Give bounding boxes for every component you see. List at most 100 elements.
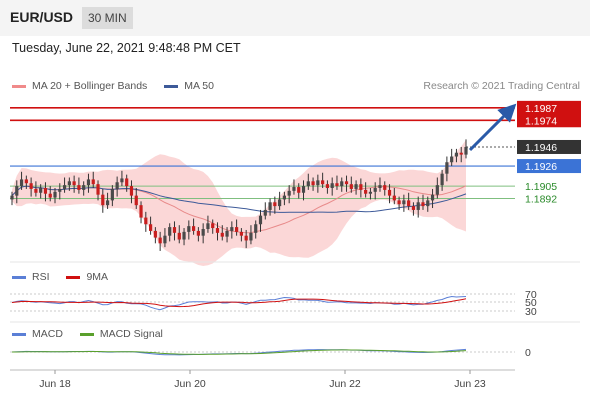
credit-text: Research © 2021 Trading Central bbox=[423, 80, 580, 92]
candle-body bbox=[139, 205, 143, 218]
price-label-box bbox=[517, 139, 581, 154]
price-levels bbox=[10, 107, 515, 199]
candle-body bbox=[192, 226, 196, 231]
macd-zero-label: 0 bbox=[525, 347, 531, 359]
candle-body bbox=[163, 235, 167, 244]
rsi-ma-line bbox=[11, 298, 467, 308]
candle-body bbox=[344, 181, 349, 185]
candle-body bbox=[39, 187, 43, 193]
candle-body bbox=[263, 209, 267, 216]
candle-body bbox=[402, 200, 406, 205]
candle-body bbox=[29, 183, 33, 189]
legend-ma50-label: MA 50 bbox=[184, 80, 214, 92]
x-tick-label: Jun 22 bbox=[329, 378, 361, 390]
candle-body bbox=[416, 202, 420, 210]
candle-body bbox=[115, 182, 119, 189]
candle-body bbox=[273, 202, 277, 207]
candle-body bbox=[325, 184, 330, 188]
candle-body bbox=[301, 186, 306, 193]
candle-body bbox=[201, 229, 205, 236]
candle-body bbox=[254, 224, 258, 233]
candle-body bbox=[230, 227, 234, 231]
candle-body bbox=[182, 231, 186, 240]
candle-body bbox=[249, 232, 253, 241]
price-label-text: 1.1926 bbox=[525, 161, 557, 173]
timeframe-badge[interactable]: 30 MIN bbox=[82, 7, 133, 29]
candle-body bbox=[297, 187, 301, 193]
candles bbox=[10, 139, 468, 251]
candle-body bbox=[187, 226, 191, 232]
candle-body bbox=[206, 223, 210, 230]
candle-body bbox=[168, 227, 172, 236]
candle-body bbox=[464, 146, 468, 155]
candle-body bbox=[454, 152, 459, 157]
moving-averages bbox=[11, 185, 467, 234]
legend-main: MA 20 + Bollinger Bands MA 50 bbox=[12, 80, 214, 92]
candle-body bbox=[354, 184, 358, 189]
candle-body bbox=[440, 173, 444, 186]
candle-body bbox=[278, 199, 282, 207]
candle-body bbox=[43, 187, 48, 194]
candle-body bbox=[153, 230, 157, 238]
macd-signal-swatch bbox=[79, 332, 94, 336]
candle-body bbox=[282, 195, 286, 200]
candle-body bbox=[383, 185, 387, 190]
candle-body bbox=[364, 189, 368, 194]
candle-body bbox=[258, 215, 263, 225]
candle-body bbox=[349, 184, 353, 189]
candle-body bbox=[378, 185, 382, 188]
candle-body bbox=[268, 202, 272, 210]
legend-macd-signal-label: MACD Signal bbox=[99, 328, 163, 340]
legend-macd-label: MACD bbox=[32, 328, 63, 340]
candle-body bbox=[96, 184, 100, 195]
candle-body bbox=[368, 191, 373, 194]
candle-body bbox=[392, 195, 396, 201]
candle-body bbox=[239, 231, 243, 236]
candle-body bbox=[144, 217, 148, 225]
chart-header: EUR/USD 30 MIN bbox=[0, 0, 590, 36]
candle-body bbox=[340, 181, 344, 187]
candle-body bbox=[82, 185, 86, 190]
candle-body bbox=[177, 232, 181, 240]
price-label-box bbox=[517, 100, 581, 115]
candle-body bbox=[459, 152, 463, 155]
candle-body bbox=[67, 181, 71, 186]
candle-body bbox=[292, 187, 296, 191]
candle-body bbox=[407, 200, 411, 207]
candle-body bbox=[48, 193, 52, 198]
candle-body bbox=[101, 194, 105, 206]
candle-body bbox=[430, 194, 435, 201]
candle-body bbox=[215, 228, 220, 233]
forecast-arrow bbox=[468, 103, 517, 152]
candle-body bbox=[129, 186, 134, 196]
candle-body bbox=[125, 178, 129, 187]
candle-body bbox=[120, 178, 124, 183]
legend-macd: MACD MACD Signal bbox=[12, 328, 163, 340]
legend-rsi-label: RSI bbox=[32, 271, 50, 283]
candle-body bbox=[105, 200, 110, 206]
macd-swatch bbox=[12, 332, 26, 336]
candle-body bbox=[196, 230, 200, 236]
candle-body bbox=[330, 183, 334, 188]
candle-body bbox=[421, 202, 425, 207]
rsi-level-label: 30 bbox=[525, 306, 537, 318]
legend-rsi-ma-label: 9MA bbox=[86, 271, 109, 283]
candle-body bbox=[220, 232, 224, 237]
candle-body bbox=[335, 183, 339, 187]
candle-body bbox=[373, 187, 377, 192]
price-label-text: 1.1892 bbox=[525, 193, 557, 205]
ma20-swatch bbox=[12, 84, 26, 88]
x-tick-label: Jun 23 bbox=[454, 378, 486, 390]
x-tick-label: Jun 18 bbox=[39, 378, 71, 390]
candle-body bbox=[72, 181, 76, 186]
candle-body bbox=[148, 224, 153, 231]
candle-body bbox=[450, 156, 454, 163]
candle-body bbox=[211, 223, 215, 229]
candle-body bbox=[172, 227, 177, 233]
candle-body bbox=[58, 188, 62, 192]
candle-body bbox=[77, 185, 81, 190]
macd-signal-line bbox=[12, 349, 467, 355]
